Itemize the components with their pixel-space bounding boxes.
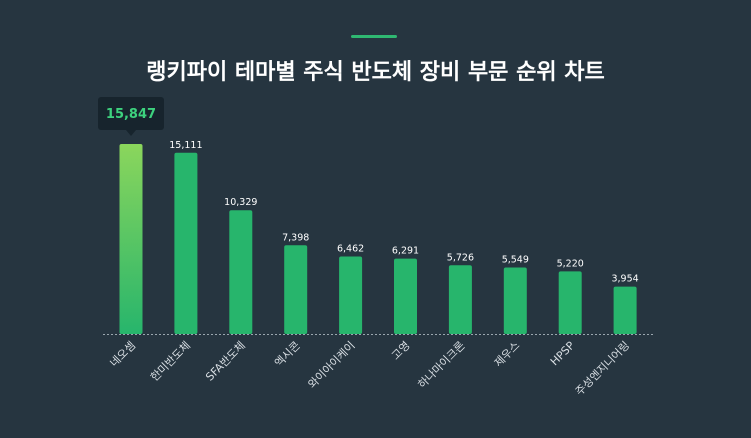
value-label-7: 5,726 xyxy=(447,252,474,263)
title-accent-line xyxy=(351,35,397,38)
category-label-7: 하나마이크론 xyxy=(415,338,468,391)
category-label-5: 와이아이케이 xyxy=(306,339,358,391)
category-label-2: 한미반도체 xyxy=(148,339,193,384)
value-label-1: 15,847 xyxy=(106,107,156,122)
tooltip-pointer xyxy=(126,130,136,136)
value-label-3: 10,329 xyxy=(224,197,257,208)
value-label-6: 6,291 xyxy=(392,246,419,257)
category-label-9: HPSP xyxy=(548,339,578,369)
chart-title: 랭키파이 테마별 주식 반도체 장비 부문 순위 차트 xyxy=(146,60,605,85)
bar-7 xyxy=(448,265,472,334)
value-label-8: 5,549 xyxy=(502,255,529,266)
category-label-3: SFA반도체 xyxy=(203,339,248,384)
category-label-10: 주성엔지니어링 xyxy=(573,339,632,398)
bar-10 xyxy=(613,286,637,334)
bar-8 xyxy=(503,267,527,334)
value-label-5: 6,462 xyxy=(337,244,364,255)
bar-2 xyxy=(174,152,198,334)
bar-9 xyxy=(558,271,582,334)
category-label-8: 제우스 xyxy=(492,339,523,370)
bar-5 xyxy=(339,256,363,334)
value-label-9: 5,220 xyxy=(557,258,584,269)
bar-3 xyxy=(229,210,253,334)
category-label-6: 고영 xyxy=(389,339,413,363)
category-label-4: 엑시콘 xyxy=(272,339,303,370)
value-label-10: 3,954 xyxy=(611,274,638,285)
value-label-2: 15,111 xyxy=(169,140,202,151)
bar-6 xyxy=(394,258,417,334)
category-label-1: 네오셈 xyxy=(107,339,138,370)
tooltip-box xyxy=(98,97,164,130)
bar-4 xyxy=(284,245,308,334)
value-label-4: 7,398 xyxy=(282,232,309,243)
bar-1 xyxy=(119,144,143,334)
top-value-tooltip: 15,847 xyxy=(98,97,164,136)
